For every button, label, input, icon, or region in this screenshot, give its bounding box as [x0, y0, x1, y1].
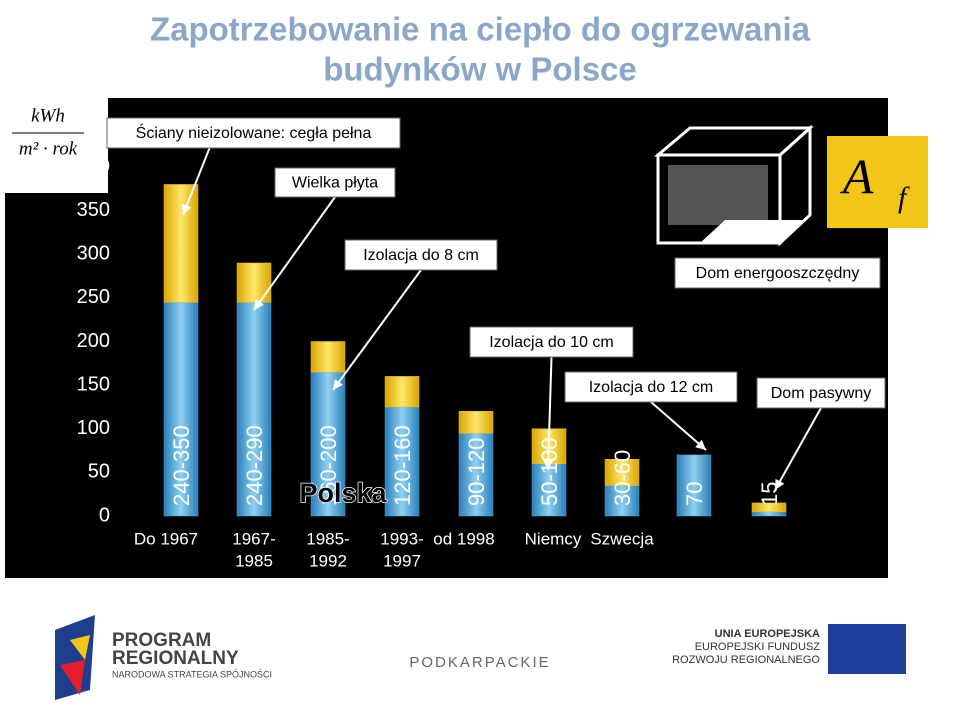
plot: 0 50 100 150 200 250 300 350 400 240-350 Do 1967 24… [77, 155, 787, 570]
y-tick-label: 100 [77, 417, 110, 439]
callout-box [274, 167, 396, 198]
callout-text: Izolacja do 12 cm [589, 379, 714, 396]
y-tick-label: 300 [77, 243, 110, 265]
bar-segment [458, 411, 494, 434]
x-tick-label: Niemcy [525, 529, 582, 548]
callout-arrow [182, 147, 211, 216]
bar-segment [310, 341, 346, 373]
bar-label: 240-290 [242, 425, 267, 506]
bar-segment [604, 459, 640, 486]
callout-box [106, 117, 401, 149]
bar-segment [163, 184, 199, 303]
x-tick-label: 1997 [383, 551, 421, 570]
footer-text: NARODOWA STRATEGIA SPÓJNOŚCI [112, 668, 272, 679]
y-tick-label: 150 [77, 373, 110, 395]
footer-text: UNIA EUROPEJSKA [715, 628, 820, 640]
x-tick-label: 1985 [235, 551, 273, 570]
symbol: A [840, 148, 874, 204]
y-tick-label: 400 [77, 155, 110, 177]
x-tick-label: 1992 [309, 551, 347, 570]
callout-box [469, 326, 634, 358]
x-tick-label: Do 1967 [134, 529, 198, 548]
callout-arrow [332, 269, 422, 391]
callout-text: Dom pasywny [771, 385, 871, 402]
callout-arrow [774, 407, 822, 491]
callout-box [564, 371, 738, 403]
bar-label: 160-200 [316, 425, 341, 506]
bar-segment [676, 454, 712, 517]
callout-text: Izolacja do 10 cm [489, 334, 614, 351]
callouts: Ściany nieizolowane: cegła pełna Wielka p… [106, 117, 886, 491]
eu-flag [828, 624, 906, 674]
y-tick-label: 200 [77, 330, 110, 352]
arrow-head [182, 203, 192, 215]
bar-label: 70 [682, 482, 707, 506]
title: budynków w Polsce [323, 51, 637, 88]
unit-denominator: m² · rok [19, 138, 78, 159]
callout-box [674, 257, 881, 289]
callout-text: Izolacja do 8 cm [363, 247, 479, 264]
house-icon [653, 124, 814, 247]
bar-segment [236, 262, 272, 303]
bar-segment [751, 502, 787, 512]
unit-numerator: kWh [31, 105, 65, 126]
title: Zapotrzebowanie na ciepło do ogrzewania [150, 11, 811, 48]
footer-text: ROZWOJU REGIONALNEGO [672, 654, 820, 666]
footer: PROGRAM REGIONALNY NARODOWA STRATEGIA SP… [55, 615, 906, 700]
bar-label: 240-350 [169, 425, 194, 506]
x-tick-label: 1993- [380, 529, 423, 548]
bar-label: 30-60 [610, 450, 635, 506]
callout-arrow [547, 356, 553, 471]
callout-arrow [253, 196, 336, 311]
arrow-head [695, 439, 706, 451]
arrow-head [254, 298, 264, 310]
footer-text: EUROPEJSKI FUNDUSZ [695, 641, 821, 653]
callout-box [344, 239, 498, 271]
bar-segment [384, 376, 420, 408]
bar-label: 120-160 [390, 425, 415, 506]
callout-text: Dom energooszczędny [696, 265, 860, 282]
arrow-head [543, 459, 554, 470]
bar-segment [163, 301, 199, 517]
callout-arrow [650, 401, 707, 451]
bar-segment [310, 371, 346, 517]
footer-text: REGIONALNY [112, 648, 239, 669]
y-tick-label: 350 [77, 199, 110, 221]
bar-segment [604, 485, 640, 517]
bar-label: 90-120 [464, 437, 489, 506]
y-tick-label: 0 [99, 504, 110, 526]
footer-text: PODKARPACKIE [409, 654, 550, 671]
x-tick-label: 1985- [306, 529, 349, 548]
arrow-head [333, 378, 343, 390]
y-tick-label: 250 [77, 286, 110, 308]
callout-box [756, 377, 886, 409]
symbol-box [827, 136, 928, 228]
x-tick-label: od 1998 [433, 529, 494, 548]
bar-segment [531, 463, 567, 517]
unit-box [5, 98, 108, 193]
arrow-head [775, 478, 785, 490]
callout-text: Wielka płyta [292, 175, 378, 192]
group-label: Polska [299, 478, 387, 508]
callout-text: Ściany nieizolowane: cegła pełna [136, 123, 372, 142]
bar-segment [751, 511, 787, 517]
y-tick-label: 50 [88, 461, 110, 483]
footer-text: PROGRAM [112, 630, 211, 651]
x-tick-label: 1967- [232, 529, 275, 548]
x-tick-label: Szwecja [590, 529, 654, 548]
